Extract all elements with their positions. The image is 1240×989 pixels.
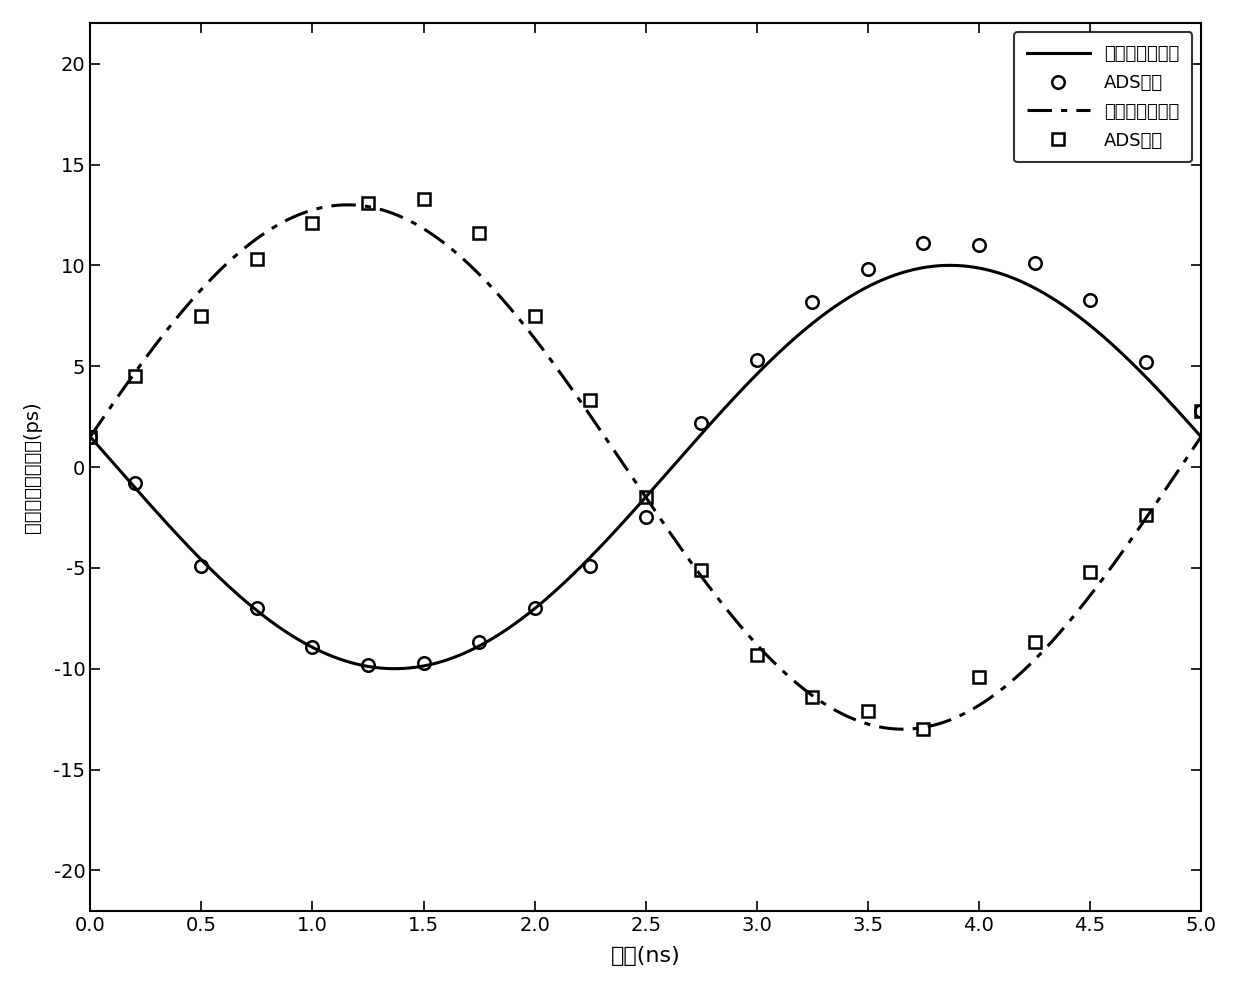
ADS仿真 [417,657,432,669]
ADS仿真 [861,263,875,275]
下拉过程计算式 [1162,478,1177,490]
ADS仿真 [972,239,987,251]
Line: 上拉过程计算式: 上拉过程计算式 [91,265,1202,669]
上拉过程计算式 [1194,431,1209,443]
上拉过程计算式 [942,259,957,271]
Line: 下拉过程计算式: 下拉过程计算式 [91,205,1202,729]
ADS仿真 [249,253,264,265]
ADS仿真 [639,511,653,523]
ADS仿真 [471,227,486,239]
ADS仿真 [527,310,542,321]
ADS仿真 [305,217,320,228]
ADS仿真 [1083,294,1097,306]
ADS仿真 [1027,257,1042,269]
ADS仿真 [1083,566,1097,578]
ADS仿真 [471,637,486,649]
ADS仿真 [1194,405,1209,416]
上拉过程计算式 [959,260,973,272]
上拉过程计算式 [1162,396,1177,407]
ADS仿真 [916,237,931,249]
ADS仿真 [805,691,820,703]
ADS仿真 [1138,356,1153,368]
ADS仿真 [193,310,208,321]
ADS仿真 [527,602,542,614]
下拉过程计算式 [83,431,98,443]
ADS仿真 [749,649,764,661]
上拉过程计算式 [83,431,98,443]
ADS仿真 [361,197,376,209]
下拉过程计算式 [1194,431,1209,443]
ADS仿真 [361,659,376,671]
下拉过程计算式 [624,470,639,482]
上拉过程计算式 [624,507,639,519]
Line: ADS仿真: ADS仿真 [84,237,1208,671]
ADS仿真 [694,564,709,576]
ADS仿真 [305,641,320,653]
上拉过程计算式 [140,495,155,507]
ADS仿真 [417,193,432,205]
ADS仿真 [583,395,598,406]
下拉过程计算式 [1163,477,1178,489]
Line: ADS仿真: ADS仿真 [84,193,1208,736]
ADS仿真 [193,560,208,572]
X-axis label: 时间(ns): 时间(ns) [611,945,681,965]
ADS仿真 [1138,509,1153,521]
ADS仿真 [128,478,143,490]
ADS仿真 [83,431,98,443]
ADS仿真 [805,296,820,308]
上拉过程计算式 [594,540,609,552]
下拉过程计算式 [895,723,910,735]
上拉过程计算式 [387,663,402,674]
Legend: 上拉过程计算式, ADS仿真, 下拉过程计算式, ADS仿真: 上拉过程计算式, ADS仿真, 下拉过程计算式, ADS仿真 [1014,33,1192,162]
ADS仿真 [694,416,709,428]
ADS仿真 [249,602,264,614]
ADS仿真 [861,705,875,717]
ADS仿真 [83,431,98,443]
ADS仿真 [1027,637,1042,649]
下拉过程计算式 [959,707,973,719]
ADS仿真 [1194,405,1209,416]
下拉过程计算式 [594,426,609,438]
ADS仿真 [128,370,143,382]
下拉过程计算式 [340,199,355,211]
ADS仿真 [749,354,764,366]
ADS仿真 [583,560,598,572]
ADS仿真 [916,723,931,735]
ADS仿真 [639,492,653,503]
上拉过程计算式 [1163,397,1178,408]
Y-axis label: 时序间隔错误序列(ps): 时序间隔错误序列(ps) [24,402,42,533]
下拉过程计算式 [140,350,155,362]
ADS仿真 [972,671,987,682]
